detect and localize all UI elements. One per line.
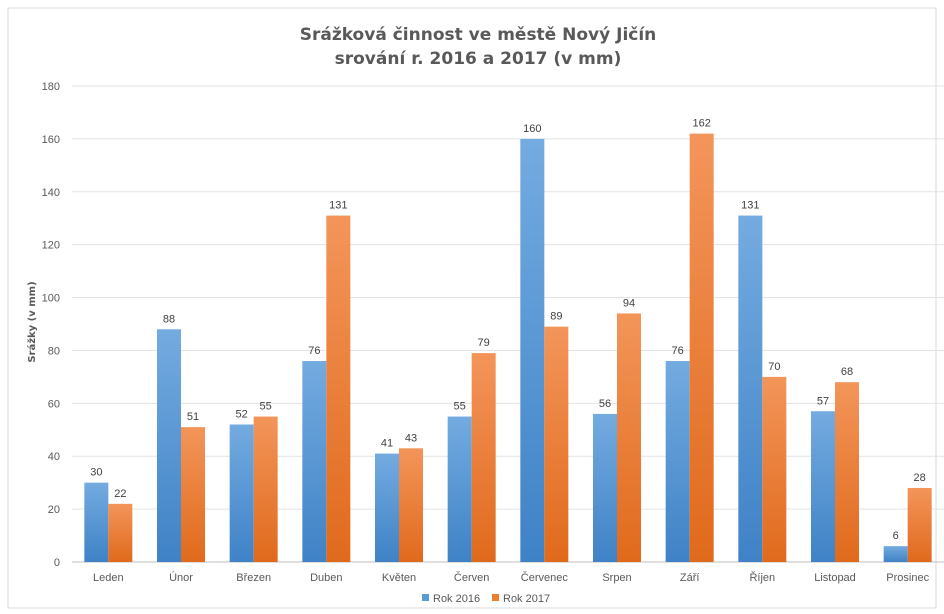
legend-swatch [492,594,499,601]
data-label: 70 [768,361,780,373]
y-tick-label: 180 [42,81,60,93]
gridlines [72,85,944,563]
bar-rok-2016 [375,453,399,562]
y-axis-ticks: 0 20 40 60 80 100 120 140 160 180 [42,81,60,569]
data-label: 43 [405,432,417,444]
data-label: 79 [478,337,490,349]
data-label: 41 [381,438,393,450]
data-label: 55 [260,401,272,413]
y-axis-title: Srážky (v mm) [26,281,38,362]
y-tick-label: 80 [48,345,60,357]
x-tick-label: Červenec [521,571,569,584]
bar-rok-2017 [907,487,932,562]
bar-rok-2016 [883,546,908,562]
x-tick-label: Duben [310,572,342,584]
x-axis-ticks: Leden Únor Březen Duben Květen Červen Červenec… [93,571,930,584]
data-label: 28 [914,472,926,484]
bar-rok-2017 [181,427,205,562]
x-tick-label: Říjen [749,571,775,584]
bar-rok-2017 [762,376,787,562]
y-tick-label: 140 [42,187,60,199]
bar-rok-2017 [471,353,496,562]
legend: Rok 2016 Rok 2017 [422,593,550,605]
bar-rok-2017 [108,503,133,562]
x-tick-label: Únor [169,571,193,584]
data-label: 68 [841,366,853,378]
x-tick-label: Květen [382,572,416,584]
x-tick-label: Září [680,572,700,584]
legend-label: Rok 2016 [433,593,480,605]
data-label: 131 [329,200,347,212]
x-tick-label: Červen [454,571,489,584]
data-label: 76 [672,345,684,357]
bar-rok-2016 [520,138,545,562]
bar-rok-2016 [157,329,181,562]
y-tick-label: 100 [42,293,60,305]
data-label: 57 [817,395,829,407]
chart-subtitle: srování r. 2016 a 2017 (v mm) [335,49,622,69]
data-label: 22 [114,488,126,500]
data-label: 52 [236,408,248,420]
y-tick-label: 120 [42,240,60,252]
data-label: 94 [623,297,635,309]
y-tick-label: 40 [48,451,60,463]
bar-rok-2017 [689,133,714,562]
x-tick-label: Srpen [602,572,631,584]
bar-rok-2017 [835,382,859,562]
bar-rok-2016 [302,361,327,562]
bar-rok-2017 [253,416,278,562]
bar-rok-2016 [447,416,472,562]
chart-title: Srážková činnost ve městě Nový Jičín [300,25,657,45]
bar-rok-2017 [399,448,423,562]
y-tick-label: 0 [54,557,60,569]
data-label: 6 [893,530,899,542]
bar-rok-2017 [326,215,351,563]
data-label: 89 [550,311,562,323]
x-tick-label: Listopad [814,572,856,584]
legend-swatch [422,594,429,601]
x-tick-label: Prosinec [886,572,929,584]
data-label: 88 [163,313,175,325]
x-tick-label: Březen [236,572,271,584]
legend-label: Rok 2017 [503,593,550,605]
plot-frame [7,7,937,609]
bar-rok-2016 [593,413,617,562]
data-label: 131 [741,200,759,212]
bar-rok-2016 [229,424,254,562]
bar-rok-2016 [811,411,835,562]
y-tick-label: 160 [42,134,60,146]
data-label: 56 [599,398,611,410]
bar-rok-2016 [738,215,763,563]
data-label: 30 [90,467,102,479]
bar-rok-2017 [617,313,641,562]
bar-rok-2016 [665,361,690,562]
x-tick-label: Leden [93,572,124,584]
data-label: 76 [308,345,320,357]
data-labels: 30 22 88 51 52 55 76 131 41 43 55 79 160 89 56 94 76 162 1… [90,118,926,543]
y-tick-label: 60 [48,398,60,410]
data-label: 160 [523,123,541,135]
bar-rok-2016 [84,482,109,562]
data-label: 51 [187,411,199,423]
y-tick-label: 20 [48,504,60,516]
data-label: 55 [454,401,466,413]
bars [84,133,932,563]
bar-rok-2017 [544,326,569,562]
data-label: 162 [692,118,710,130]
